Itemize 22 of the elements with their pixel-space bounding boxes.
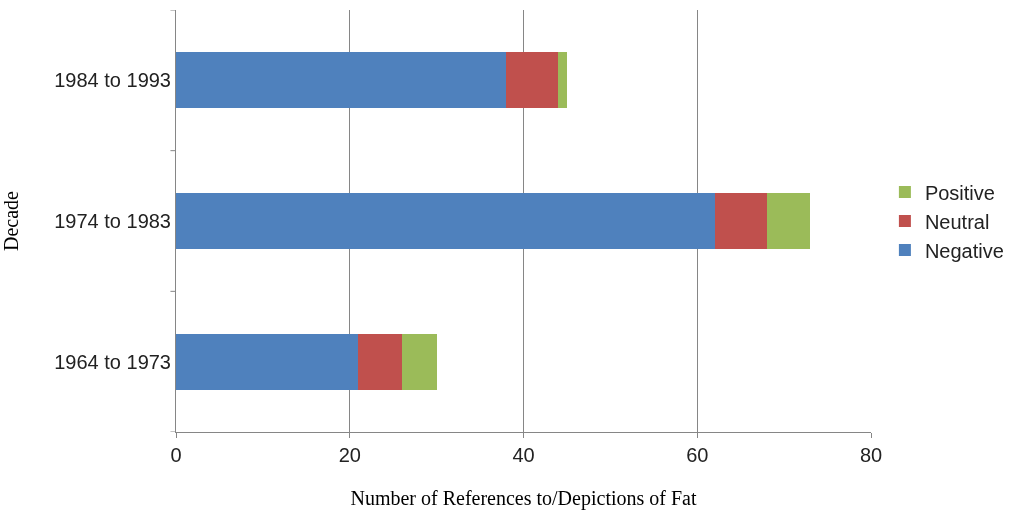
x-tick-label: 60 — [686, 444, 709, 466]
x-tick-label: 0 — [170, 444, 182, 466]
bar — [176, 333, 359, 390]
bar — [766, 192, 811, 250]
x-axis-title: Number of References to/Depictions of Fat — [350, 486, 697, 510]
bar — [714, 192, 767, 250]
x-tick-label: 40 — [512, 444, 535, 466]
legend-label: Positive — [924, 181, 995, 204]
bar — [506, 52, 559, 109]
bar — [176, 52, 507, 109]
y-tick-label: 1984 to 1993 — [54, 69, 171, 92]
bar — [176, 192, 715, 250]
x-tick-label: 20 — [338, 444, 361, 466]
bar — [401, 333, 437, 390]
bar — [558, 52, 567, 109]
legend-label: Neutral — [924, 210, 990, 233]
y-tick-label: 1974 to 1983 — [54, 210, 171, 232]
bar — [358, 333, 402, 390]
x-tick-label: 80 — [859, 444, 883, 466]
y-axis-title: Decade — [0, 190, 22, 251]
y-tick-label: 1964 to 1973 — [54, 350, 171, 373]
legend-label: Negative — [924, 239, 1004, 262]
